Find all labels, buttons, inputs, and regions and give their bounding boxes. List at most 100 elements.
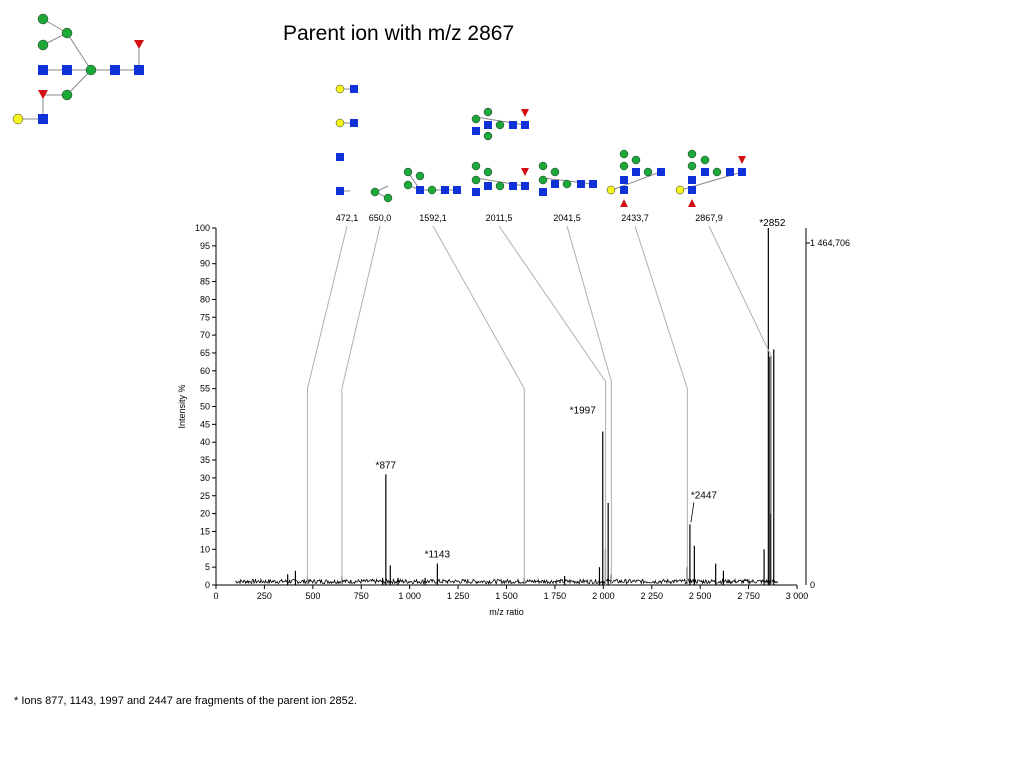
y-tick-label: 30 [200, 473, 210, 483]
fragment-mz-label: 2867,9 [695, 213, 723, 223]
fragment-leader-line [566, 225, 612, 382]
y-tick-label: 75 [200, 312, 210, 322]
galactose-icon [606, 185, 616, 195]
glcnac-icon [416, 186, 424, 194]
mannose-icon [370, 187, 380, 197]
fragment-leader-line [634, 225, 688, 389]
fragment-glycan-2867 [675, 149, 746, 207]
mannose-icon [37, 13, 49, 25]
fragment-mz-label: 2433,7 [621, 213, 649, 223]
y-tick-label: 10 [200, 544, 210, 554]
glcnac-icon [620, 186, 628, 194]
glcnac-icon [441, 186, 449, 194]
mannose-icon [643, 167, 653, 177]
glcnac-icon [539, 188, 547, 196]
fucose-icon [738, 156, 746, 164]
y-tick-label: 100 [195, 223, 210, 233]
x-tick-label: 3 000 [786, 591, 809, 601]
mannose-icon [687, 149, 697, 159]
mannose-icon [427, 185, 437, 195]
mannose-icon [495, 181, 505, 191]
x-tick-label: 1 000 [398, 591, 421, 601]
fragment-mz-label: 472,1 [336, 213, 359, 223]
glcnac-icon [738, 168, 746, 176]
peak-annotation: *2447 [691, 490, 718, 501]
y-tick-label: 55 [200, 384, 210, 394]
mannose-icon [483, 107, 493, 117]
glcnac-icon [688, 176, 696, 184]
glcnac-icon [134, 65, 144, 75]
fragment-glycan-2011-lower [471, 161, 529, 196]
glcnac-icon [472, 127, 480, 135]
galactose-icon [675, 185, 685, 195]
mannose-icon [687, 161, 697, 171]
galactose-icon [335, 118, 345, 128]
parent-glycan-bonds [18, 18, 140, 120]
y-tick-label: 80 [200, 294, 210, 304]
mannose-icon [562, 179, 572, 189]
glcnac-icon [38, 65, 48, 75]
mannose-icon [483, 131, 493, 141]
y-tick-label: 0 [205, 580, 210, 590]
right-axis-top-label: 1 464,706 [810, 238, 850, 248]
x-tick-label: 500 [305, 591, 320, 601]
y-tick-label: 5 [205, 562, 210, 572]
y-tick-label: 45 [200, 419, 210, 429]
mass-spectrum-chart: 0 5 10 15 20 25 30 35 40 45 50 55 60 65 70 75 80 85 90 95 10… [177, 213, 850, 617]
fragment-glycan-2011-upper [471, 107, 529, 141]
x-tick-label: 1 250 [447, 591, 470, 601]
mannose-icon [700, 155, 710, 165]
fucose-icon [620, 199, 628, 207]
parent-glycan-structure [12, 13, 144, 125]
baseline-noise [235, 577, 778, 585]
glcnac-icon [509, 121, 517, 129]
glcnac-icon [521, 182, 529, 190]
mannose-icon [712, 167, 722, 177]
peak-annotation: *2852 [759, 218, 786, 229]
x-tick-label: 0 [213, 591, 218, 601]
y-tick-label: 95 [200, 241, 210, 251]
fucose-icon [521, 168, 529, 176]
x-tick-label: 2 500 [689, 591, 712, 601]
y-tick-label: 65 [200, 348, 210, 358]
y-tick-label: 90 [200, 259, 210, 269]
fucose-icon [134, 40, 144, 49]
mannose-icon [37, 39, 49, 51]
fragment-glycan-1592 [403, 167, 461, 195]
mannose-icon [538, 161, 548, 171]
glcnac-icon [701, 168, 709, 176]
glcnac-icon [657, 168, 665, 176]
fucose-icon [688, 199, 696, 207]
glcnac-icon [551, 180, 559, 188]
x-tick-label: 750 [354, 591, 369, 601]
glcnac-icon [350, 85, 358, 93]
y-tick-label: 25 [200, 491, 210, 501]
mannose-icon [619, 149, 629, 159]
glcnac-icon [453, 186, 461, 194]
mannose-icon [471, 114, 481, 124]
mannose-icon [538, 175, 548, 185]
mannose-icon [415, 171, 425, 181]
glcnac-icon [484, 182, 492, 190]
mannose-icon [483, 167, 493, 177]
glcnac-icon [620, 176, 628, 184]
mannose-icon [85, 64, 97, 76]
glcnac-icon [336, 187, 344, 195]
x-tick-label: 2 000 [592, 591, 615, 601]
peak-annotation: *1997 [570, 405, 597, 416]
glcnac-icon [38, 114, 48, 124]
fragment-mz-label: 650,0 [369, 213, 392, 223]
glcnac-icon [577, 180, 585, 188]
peak-annotation: *1143 [425, 550, 451, 561]
mannose-icon [619, 161, 629, 171]
glcnac-icon [589, 180, 597, 188]
fucose-icon [38, 90, 48, 99]
fragment-glycan-472 [335, 84, 358, 195]
x-tick-label: 2 250 [640, 591, 663, 601]
fragment-glycan-2041 [538, 161, 597, 196]
glcnac-icon [336, 153, 344, 161]
x-tick-label: 2 750 [737, 591, 760, 601]
fragment-leader-line [498, 225, 606, 382]
glcnac-icon [521, 121, 529, 129]
